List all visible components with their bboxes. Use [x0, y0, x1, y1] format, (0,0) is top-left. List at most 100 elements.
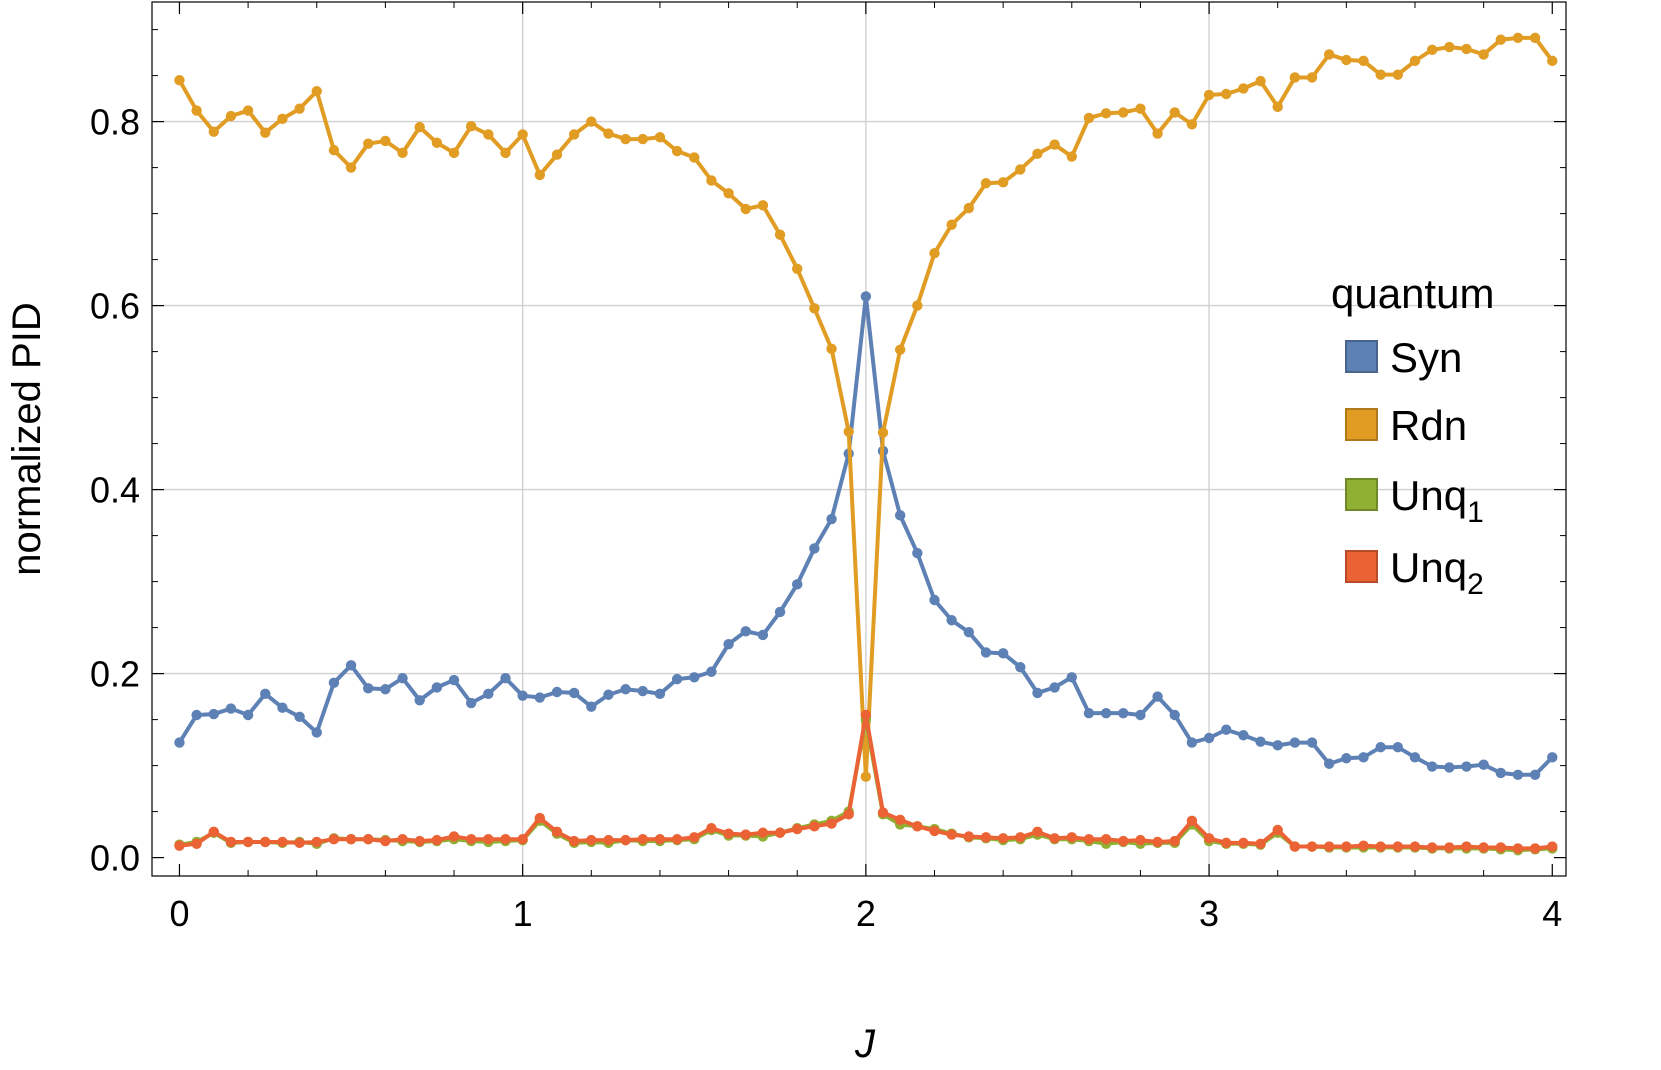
data-point — [1512, 843, 1524, 854]
data-point — [260, 127, 271, 138]
data-point — [1221, 837, 1232, 849]
data-point — [260, 688, 271, 700]
data-point — [757, 200, 769, 211]
data-point — [191, 709, 202, 721]
data-point — [1547, 752, 1558, 763]
data-point — [1100, 834, 1112, 845]
data-point — [963, 831, 975, 842]
data-point — [242, 709, 254, 721]
data-point — [534, 692, 546, 703]
data-point — [191, 838, 202, 849]
data-point — [517, 834, 528, 845]
data-point — [671, 145, 683, 157]
data-point — [997, 833, 1009, 844]
data-point — [1306, 841, 1318, 852]
data-point — [1049, 139, 1060, 150]
data-point — [380, 135, 391, 147]
x-axis-title: J — [854, 1022, 876, 1066]
data-point — [877, 427, 889, 438]
data-point — [225, 703, 237, 714]
data-point — [568, 129, 580, 140]
data-point — [1255, 736, 1266, 747]
data-point — [740, 203, 751, 215]
data-point — [809, 821, 820, 832]
data-point — [1186, 737, 1198, 748]
data-point — [671, 834, 683, 845]
data-point — [1358, 752, 1369, 763]
data-point — [1066, 151, 1077, 162]
data-point — [757, 827, 769, 838]
data-point — [706, 666, 717, 677]
data-point — [1306, 72, 1318, 83]
data-point — [277, 702, 288, 713]
data-point — [980, 178, 992, 189]
data-point — [980, 832, 992, 843]
data-point — [1461, 841, 1472, 852]
data-point — [1426, 44, 1438, 56]
data-point — [860, 709, 872, 721]
legend-swatch — [1345, 478, 1378, 511]
data-point — [1152, 836, 1163, 848]
data-point — [380, 835, 391, 847]
data-point — [1152, 691, 1163, 702]
data-point — [792, 823, 803, 835]
data-point — [946, 219, 957, 230]
data-point — [345, 162, 357, 173]
data-point — [929, 594, 940, 606]
data-point — [311, 836, 322, 848]
data-point — [500, 147, 511, 159]
x-tick-label: 2 — [856, 893, 876, 934]
data-point — [1512, 769, 1524, 780]
data-point — [431, 834, 443, 846]
data-point — [328, 144, 340, 156]
data-point — [1083, 112, 1095, 124]
data-point — [1203, 833, 1215, 844]
data-point — [517, 690, 528, 701]
data-point — [551, 826, 563, 838]
data-point — [689, 832, 700, 843]
data-point — [534, 812, 546, 824]
data-point — [912, 821, 923, 832]
x-tick-label: 1 — [513, 893, 533, 934]
data-point — [1238, 730, 1249, 741]
data-point — [637, 834, 648, 845]
data-point — [311, 86, 322, 97]
data-point — [1341, 841, 1352, 852]
data-point — [586, 116, 597, 127]
data-point — [363, 683, 374, 694]
data-point — [328, 834, 340, 845]
data-point — [1461, 43, 1472, 55]
data-point — [1444, 41, 1455, 53]
data-point — [620, 133, 631, 145]
legend-swatch — [1345, 340, 1378, 373]
data-point — [723, 188, 734, 199]
data-point — [1272, 824, 1283, 836]
data-point — [826, 818, 837, 829]
data-point — [1478, 842, 1489, 853]
data-point — [689, 152, 700, 163]
y-tick-label: 0.8 — [90, 102, 140, 143]
data-point — [1135, 834, 1146, 846]
plot-frame — [151, 1, 1567, 877]
data-point — [826, 343, 837, 355]
data-point — [997, 177, 1009, 188]
data-point — [483, 129, 494, 140]
data-point — [1409, 841, 1421, 852]
data-point — [877, 807, 889, 818]
data-point — [1547, 841, 1558, 852]
data-point — [363, 834, 374, 845]
data-point — [517, 129, 528, 140]
data-point — [997, 648, 1009, 659]
data-point — [1221, 88, 1232, 100]
data-point — [1221, 724, 1232, 735]
data-point — [174, 75, 185, 86]
data-point — [860, 771, 872, 782]
data-point — [465, 834, 477, 845]
data-point — [774, 229, 786, 240]
data-point — [740, 626, 751, 637]
data-point — [946, 829, 957, 840]
data-point — [174, 737, 185, 748]
data-point — [294, 837, 305, 849]
legend-label-subscript: 1 — [1467, 496, 1484, 529]
